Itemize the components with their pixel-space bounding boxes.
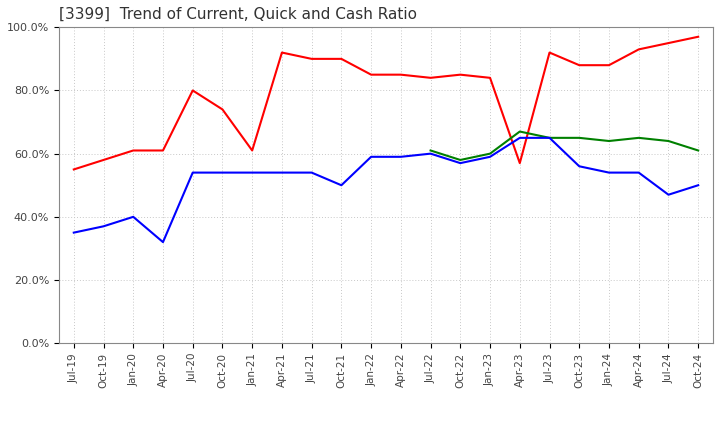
Cash Ratio (248, 170, 256, 175)
Cash Ratio (516, 135, 524, 140)
Current Ratio (158, 148, 167, 153)
Quick Ratio (516, 129, 524, 134)
Current Ratio (664, 40, 672, 46)
Current Ratio (605, 62, 613, 68)
Cash Ratio (307, 170, 316, 175)
Current Ratio (337, 56, 346, 62)
Cash Ratio (69, 230, 78, 235)
Cash Ratio (278, 170, 287, 175)
Current Ratio (456, 72, 464, 77)
Current Ratio (516, 161, 524, 166)
Line: Current Ratio: Current Ratio (73, 37, 698, 169)
Cash Ratio (158, 239, 167, 245)
Quick Ratio (634, 135, 643, 140)
Cash Ratio (575, 164, 584, 169)
Cash Ratio (545, 135, 554, 140)
Quick Ratio (486, 151, 495, 156)
Cash Ratio (129, 214, 138, 220)
Cash Ratio (426, 151, 435, 156)
Current Ratio (99, 158, 108, 163)
Quick Ratio (545, 135, 554, 140)
Cash Ratio (366, 154, 375, 159)
Current Ratio (129, 148, 138, 153)
Line: Quick Ratio: Quick Ratio (431, 132, 698, 160)
Current Ratio (397, 72, 405, 77)
Current Ratio (575, 62, 584, 68)
Cash Ratio (218, 170, 227, 175)
Cash Ratio (694, 183, 703, 188)
Current Ratio (189, 88, 197, 93)
Quick Ratio (575, 135, 584, 140)
Cash Ratio (99, 224, 108, 229)
Current Ratio (218, 107, 227, 112)
Cash Ratio (337, 183, 346, 188)
Quick Ratio (426, 148, 435, 153)
Quick Ratio (664, 138, 672, 143)
Current Ratio (694, 34, 703, 40)
Cash Ratio (189, 170, 197, 175)
Current Ratio (307, 56, 316, 62)
Current Ratio (545, 50, 554, 55)
Cash Ratio (397, 154, 405, 159)
Current Ratio (278, 50, 287, 55)
Cash Ratio (605, 170, 613, 175)
Cash Ratio (456, 161, 464, 166)
Quick Ratio (605, 138, 613, 143)
Quick Ratio (456, 158, 464, 163)
Current Ratio (366, 72, 375, 77)
Cash Ratio (634, 170, 643, 175)
Current Ratio (634, 47, 643, 52)
Line: Cash Ratio: Cash Ratio (73, 138, 698, 242)
Current Ratio (426, 75, 435, 81)
Text: [3399]  Trend of Current, Quick and Cash Ratio: [3399] Trend of Current, Quick and Cash … (59, 7, 417, 22)
Current Ratio (248, 148, 256, 153)
Cash Ratio (486, 154, 495, 159)
Quick Ratio (694, 148, 703, 153)
Current Ratio (486, 75, 495, 81)
Current Ratio (69, 167, 78, 172)
Cash Ratio (664, 192, 672, 198)
